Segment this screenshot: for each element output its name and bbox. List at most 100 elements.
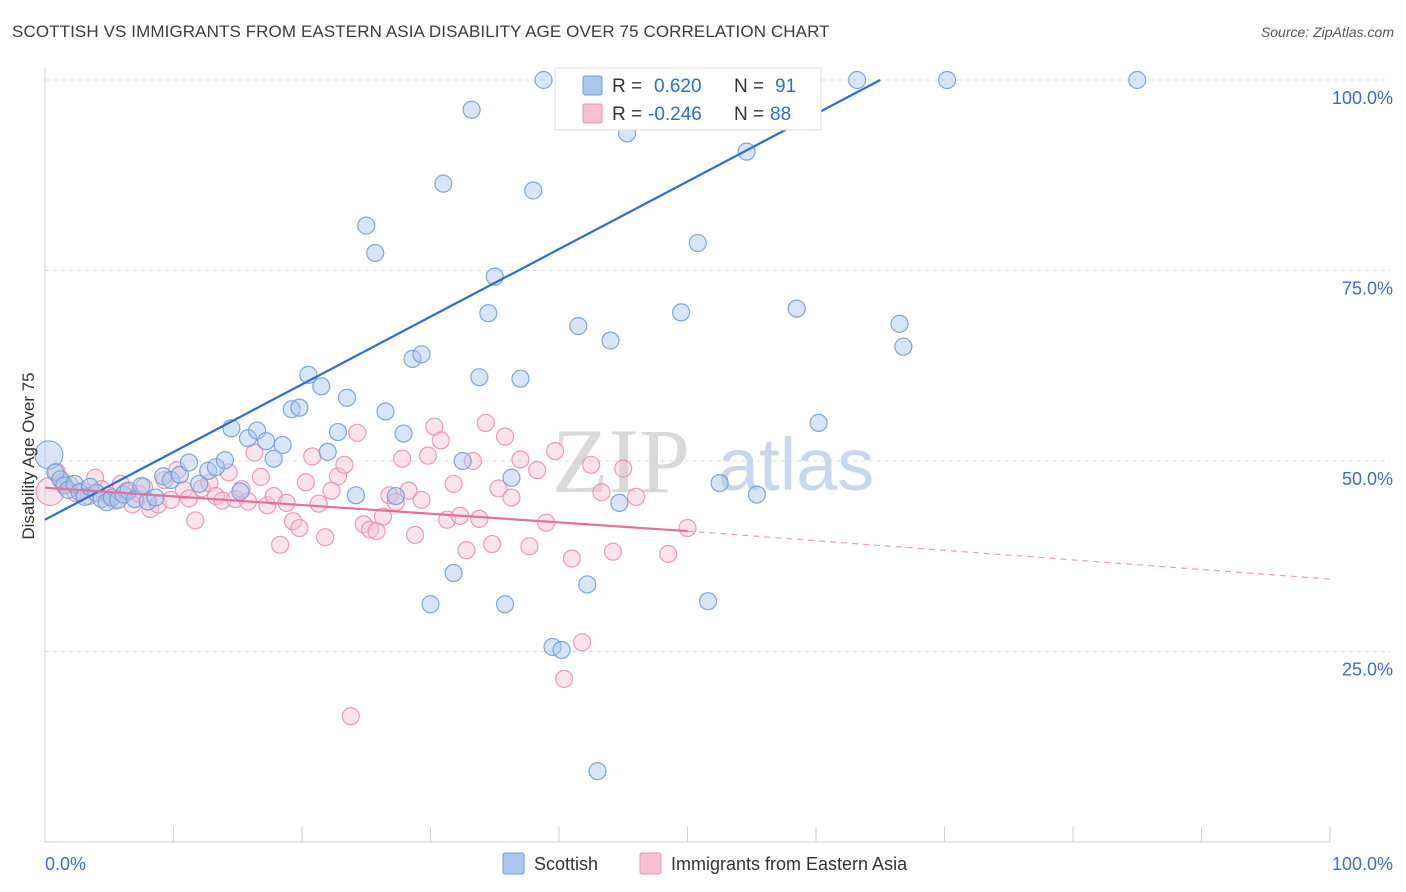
asia-point-58	[412, 490, 431, 509]
asia-point-66	[463, 451, 483, 471]
asia-point-39	[290, 518, 309, 538]
asia-point-69	[483, 534, 502, 554]
scottish-point-59	[502, 468, 521, 487]
asia-point-87	[678, 518, 697, 538]
scottish-point-79	[710, 473, 729, 493]
scottish-point-83	[747, 485, 766, 504]
scottish-point-77	[688, 233, 707, 253]
scottish-point-48	[403, 349, 422, 368]
asia-point-80	[573, 633, 592, 652]
scottish-point-32	[256, 432, 276, 451]
scottish-point-69	[601, 331, 620, 350]
asia-point-78	[555, 669, 574, 689]
scottish-point-22	[170, 465, 190, 484]
asia-point-55	[393, 449, 412, 468]
bottom-legend-asia-label: Immigrants from Eastern Asia	[671, 854, 908, 874]
scottish-point-33	[264, 449, 283, 468]
asia-point-47	[341, 707, 360, 726]
scottish-point-46	[386, 486, 405, 506]
asia-point-40	[296, 473, 315, 492]
asia-point-81	[582, 455, 601, 474]
watermark-atlas: atlas	[718, 423, 874, 506]
asia-point-42	[309, 494, 328, 513]
y-tick-label-1: 50.0%	[1342, 469, 1393, 489]
scottish-point-29	[231, 482, 250, 501]
chart-title: SCOTTISH VS IMMIGRANTS FROM EASTERN ASIA…	[12, 22, 830, 41]
scottish-point-23	[179, 453, 199, 472]
asia-point-7	[86, 468, 105, 487]
x-tick-label-1: 100.0%	[1332, 854, 1393, 874]
asia-point-75	[528, 461, 547, 480]
asia-point-53	[380, 486, 399, 505]
scottish-point-27	[215, 451, 234, 470]
scottish-point-17	[132, 477, 151, 496]
y-tick-label-3: 100.0%	[1332, 88, 1393, 108]
asia-point-74	[520, 537, 539, 556]
asia-point-72	[502, 488, 521, 507]
scottish-point-58	[495, 595, 515, 614]
scottish-point-36	[290, 398, 309, 417]
legend-r-label-2: R =	[612, 104, 642, 125]
asia-point-68	[476, 413, 495, 432]
asia-point-70	[489, 479, 508, 498]
scottish-point-54	[462, 100, 481, 119]
bottom-legend-scottish-swatch	[502, 852, 525, 875]
scottish-point-44	[366, 243, 385, 263]
scottish-point-78	[698, 592, 718, 611]
asia-point-33	[251, 467, 270, 487]
scottish-point-82	[737, 142, 756, 161]
scottish-point-0	[34, 440, 64, 470]
asia-point-67	[470, 509, 489, 529]
legend-n-label-1: N =	[734, 76, 764, 97]
bottom-legend-scottish-label: Scottish	[534, 854, 598, 874]
scottish-point-88	[894, 337, 913, 356]
asia-point-77	[546, 441, 565, 461]
asia-point-34	[258, 496, 277, 515]
scottish-point-38	[312, 377, 331, 396]
legend-r-label-1: R =	[612, 76, 642, 97]
scottish-point-42	[346, 486, 366, 505]
scottish-point-90	[1128, 70, 1147, 90]
scottish-point-43	[357, 216, 376, 235]
legend-scottish-r: 0.620	[654, 76, 702, 97]
scottish-point-84	[787, 299, 806, 318]
scottish-point-52	[444, 563, 463, 583]
scottish-point-70	[610, 493, 629, 513]
asia-point-73	[511, 450, 530, 469]
scottish-point-87	[890, 314, 909, 333]
scottish-point-67	[578, 575, 597, 594]
scottish-point-85	[809, 413, 828, 432]
grid-lines	[45, 79, 1390, 652]
correlation-legend: R = 0.620 N = 91 R = -0.246 N = 88	[554, 67, 822, 131]
legend-asia-r: -0.246	[648, 104, 702, 125]
scottish-point-53	[453, 451, 472, 471]
scottish-point-24	[190, 474, 209, 493]
scottish-point-26	[206, 457, 226, 477]
asia-point-46	[335, 455, 354, 474]
scottish-point-68	[588, 762, 607, 781]
asia-point-57	[405, 525, 425, 545]
asia-point-48	[348, 423, 367, 442]
scottish-point-41	[337, 388, 357, 407]
scottish-point-86	[848, 70, 867, 90]
scottish-point-76	[671, 303, 691, 322]
scottish-point-66	[569, 317, 588, 336]
asia-point-59	[418, 446, 438, 465]
scottish-point-34	[273, 435, 292, 455]
y-tick-label-2: 75.0%	[1342, 279, 1393, 299]
scottish-point-40	[328, 422, 348, 442]
scottish-point-45	[376, 402, 395, 421]
asia-point-84	[614, 459, 633, 478]
asia-point-83	[603, 542, 623, 561]
y-tick-labels: 25.0% 50.0% 75.0% 100.0%	[1332, 88, 1393, 680]
legend-asia-swatch	[582, 103, 603, 124]
asia-point-85	[626, 487, 646, 506]
scottish-point-61	[524, 181, 543, 200]
scottish-point-35	[282, 400, 301, 419]
scottish-point-49	[412, 345, 431, 364]
x-tick-label-0: 0.0%	[45, 854, 86, 874]
scottish-point-89	[937, 70, 957, 90]
scottish-points	[34, 70, 1147, 781]
scottish-point-55	[470, 368, 489, 387]
asia-point-82	[592, 483, 611, 502]
